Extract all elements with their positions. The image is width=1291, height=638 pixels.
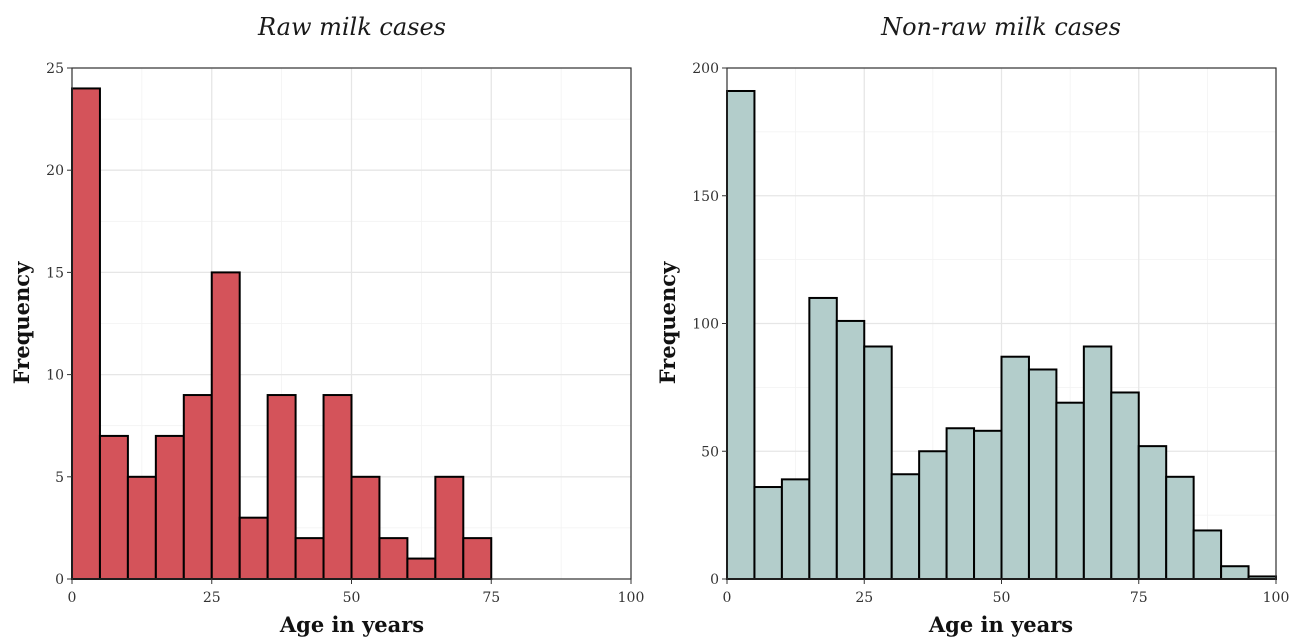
- histogram-bar: [1082, 345, 1113, 580]
- y-tick-label: 20: [46, 163, 64, 179]
- y-tick-label: 5: [55, 470, 64, 486]
- bars: [726, 89, 1278, 581]
- y-tick-label: 150: [692, 189, 719, 205]
- y-tick-label: 0: [55, 572, 64, 588]
- y-tick-label: 25: [46, 61, 64, 77]
- histogram-bar: [238, 516, 269, 580]
- histogram-bar: [1165, 475, 1195, 580]
- histogram-bar: [973, 429, 1003, 580]
- histogram-bar: [1220, 565, 1250, 580]
- bars: [71, 87, 493, 581]
- histogram-bar: [890, 473, 921, 580]
- panel-non-raw-milk: Non-raw milk cases 0 50 100 150 200 0 25 50 75 1…: [655, 13, 1289, 637]
- x-axis-label: Age in years: [279, 612, 424, 637]
- x-tick-label: 75: [1130, 590, 1148, 606]
- histogram-bar: [753, 486, 783, 580]
- histogram-bar: [266, 394, 297, 581]
- histogram-bar: [154, 434, 185, 581]
- histogram-bar: [863, 345, 893, 580]
- x-tick-label: 25: [203, 590, 221, 606]
- histogram-bar: [182, 394, 213, 581]
- x-axis-label: Age in years: [928, 612, 1073, 637]
- histogram-bar: [1027, 368, 1058, 580]
- histogram-bar: [378, 537, 409, 580]
- histogram-bar: [71, 87, 101, 580]
- chart-title: Non-raw milk cases: [880, 13, 1121, 41]
- histogram-bar: [780, 478, 811, 581]
- x-tick-label: 50: [343, 590, 361, 606]
- histogram-bar: [434, 475, 465, 580]
- histogram-bar: [808, 296, 838, 580]
- histogram-bar: [294, 537, 325, 580]
- y-tick-label: 200: [692, 61, 719, 77]
- histogram-bar: [1000, 355, 1030, 580]
- x-tick-label: 50: [993, 590, 1011, 606]
- y-tick-label: 0: [710, 572, 719, 588]
- x-axis-ticks: 0 25 50 75 100: [723, 579, 1290, 606]
- y-tick-label: 50: [701, 444, 719, 460]
- histogram-bar: [462, 537, 493, 580]
- x-tick-label: 75: [482, 590, 500, 606]
- histogram-bar: [835, 319, 866, 580]
- chart-title: Raw milk cases: [257, 13, 446, 41]
- x-axis-ticks: 0 25 50 75 100: [68, 579, 645, 606]
- histogram-bar: [726, 89, 756, 581]
- x-tick-label: 100: [618, 590, 645, 606]
- histogram-bar: [210, 271, 241, 580]
- x-tick-label: 0: [68, 590, 77, 606]
- x-tick-label: 25: [855, 590, 873, 606]
- y-axis-ticks: 0 50 100 150 200: [692, 61, 727, 588]
- x-tick-label: 100: [1263, 590, 1290, 606]
- histogram-bar: [126, 475, 157, 580]
- y-tick-label: 100: [692, 317, 719, 333]
- histogram-bar: [406, 557, 437, 580]
- histogram-bar: [945, 427, 976, 580]
- histogram-bar: [1110, 391, 1140, 580]
- y-axis-label: Frequency: [655, 261, 680, 384]
- y-axis-label: Frequency: [9, 261, 34, 384]
- panel-raw-milk: Raw milk cases 0 5 10 15 20 25 0 25 50 75 100 Age…: [9, 13, 644, 637]
- y-tick-label: 10: [46, 368, 64, 384]
- histogram-bar: [98, 434, 129, 581]
- y-tick-label: 15: [46, 265, 64, 281]
- histogram-bar: [322, 394, 353, 581]
- histogram-bar: [1137, 445, 1168, 581]
- histogram-bar: [1055, 401, 1085, 580]
- histogram-bar: [918, 450, 948, 580]
- x-tick-label: 0: [723, 590, 732, 606]
- histogram-bar: [1192, 529, 1223, 581]
- histogram-bar: [350, 475, 381, 580]
- y-axis-ticks: 0 5 10 15 20 25: [46, 61, 72, 588]
